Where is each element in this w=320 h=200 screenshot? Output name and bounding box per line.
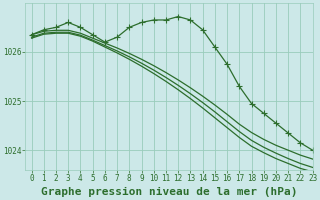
X-axis label: Graphe pression niveau de la mer (hPa): Graphe pression niveau de la mer (hPa) [41,187,297,197]
